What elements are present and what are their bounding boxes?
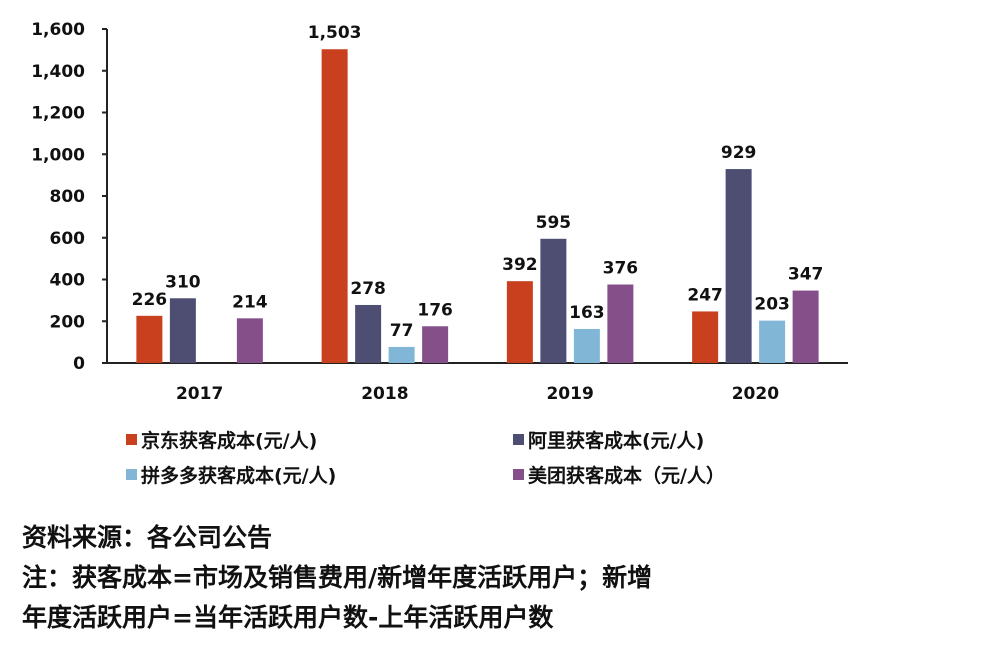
y-tick-label: 800	[50, 187, 86, 207]
source-note: 资料来源：各公司公告	[22, 523, 273, 552]
data-label: 214	[232, 292, 268, 312]
y-tick-label: 1,200	[31, 104, 85, 124]
legend-label: 阿里获客成本(元/人)	[528, 430, 705, 452]
data-label: 929	[721, 143, 757, 163]
bar	[506, 281, 533, 363]
legend-swatch	[513, 434, 524, 445]
data-label: 247	[687, 285, 723, 305]
bar	[236, 318, 263, 363]
legend-item-jd: 京东获客成本(元/人)	[126, 426, 317, 453]
data-label: 1,503	[308, 23, 362, 43]
y-tick-label: 200	[50, 312, 86, 332]
x-tick-label: 2019	[546, 384, 593, 404]
y-tick-label: 1,000	[31, 145, 85, 165]
bar	[422, 326, 449, 363]
definition-note-line1: 注：获客成本=市场及销售费用/新增年度活跃用户；新增	[22, 563, 653, 592]
data-label: 376	[603, 259, 639, 279]
y-tick-label: 400	[50, 271, 86, 291]
legend-item-ali: 阿里获客成本(元/人)	[513, 426, 704, 453]
bar-chart: 0 200 400 600 800 1,000 1,200 1,400 1,600 2017 226…	[31, 20, 848, 404]
legend-swatch	[126, 469, 137, 480]
y-tick-label: 1,400	[31, 62, 85, 82]
data-label: 77	[390, 321, 414, 341]
bar	[540, 238, 567, 363]
data-label: 595	[536, 213, 572, 233]
legend-swatch	[126, 434, 137, 445]
x-tick-label: 2018	[361, 384, 408, 404]
y-tick-label: 0	[73, 354, 85, 374]
bar	[759, 320, 786, 363]
x-tick-label: 2020	[732, 384, 779, 404]
data-label: 163	[569, 303, 605, 323]
data-label: 392	[502, 255, 538, 275]
y-tick-label: 1,600	[31, 20, 85, 40]
data-label: 203	[754, 295, 790, 315]
legend-item-meituan: 美团获客成本（元/人）	[513, 461, 725, 488]
bar	[136, 315, 163, 363]
y-tick-label: 600	[50, 229, 86, 249]
data-label: 347	[788, 265, 824, 285]
data-label: 310	[165, 272, 201, 292]
bar	[169, 298, 196, 363]
legend-label: 美团获客成本（元/人）	[528, 465, 725, 487]
data-label: 278	[350, 279, 386, 299]
bar	[388, 346, 415, 363]
legend-item-pdd: 拼多多获客成本(元/人)	[126, 461, 336, 488]
bar	[725, 169, 752, 363]
bar	[692, 311, 719, 363]
definition-note-line2: 年度活跃用户=当年活跃用户数-上年活跃用户数	[22, 603, 554, 632]
legend-label: 拼多多获客成本(元/人)	[141, 465, 337, 487]
data-label: 226	[132, 290, 168, 310]
bar	[321, 49, 348, 363]
data-label: 176	[417, 300, 453, 320]
legend-swatch	[513, 469, 524, 480]
legend-label: 京东获客成本(元/人)	[141, 430, 318, 452]
bar	[355, 304, 382, 363]
bar	[607, 284, 634, 363]
bar	[573, 328, 600, 363]
bar	[792, 290, 819, 363]
x-tick-label: 2017	[176, 384, 223, 404]
